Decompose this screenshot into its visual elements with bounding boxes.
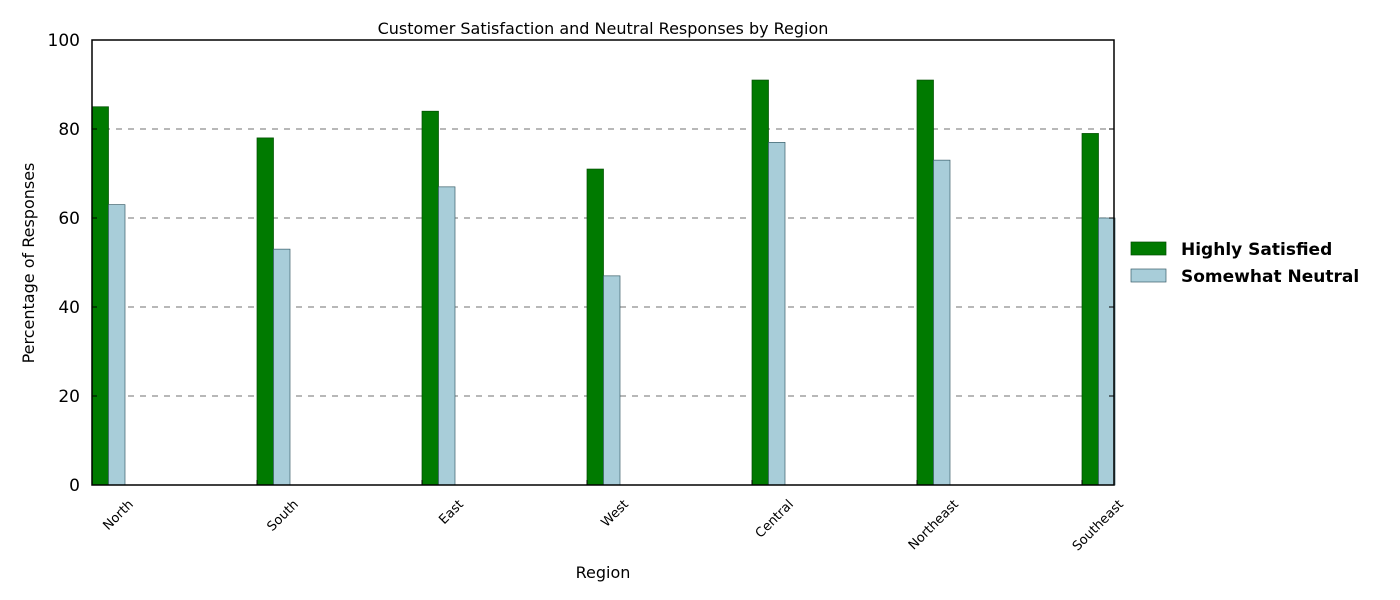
- y-tick-label: 40: [58, 298, 80, 318]
- y-axis-label: Percentage of Responses: [19, 163, 38, 364]
- bar-somewhat-neutral-southeast: [1098, 217, 1116, 486]
- bar-highly-satisfied-central: [751, 79, 769, 486]
- x-axis-ticks: North South East West Central Northeast Southe…: [91, 480, 1127, 554]
- legend-label: Somewhat Neutral: [1181, 267, 1359, 287]
- x-tick-label-north: North: [101, 497, 137, 533]
- x-tick-label-central: Central: [753, 497, 797, 541]
- bar-somewhat-neutral-central: [768, 142, 786, 486]
- y-tick-label: 20: [58, 387, 80, 407]
- bar-highly-satisfied-northeast: [916, 79, 934, 486]
- bar-highly-satisfied-west: [586, 168, 604, 486]
- x-tick-label-east: East: [436, 497, 466, 527]
- chart-title: Customer Satisfaction and Neutral Respon…: [378, 19, 829, 38]
- y-tick-label: 60: [58, 209, 80, 229]
- bar-somewhat-neutral-east: [438, 186, 456, 486]
- x-axis-label: Region: [576, 563, 631, 582]
- plot-frame: [91, 39, 1115, 486]
- x-tick-label-west: West: [599, 497, 632, 530]
- x-tick-label-northeast: Northeast: [906, 497, 962, 553]
- legend-swatch: [1130, 241, 1167, 256]
- bar-somewhat-neutral-north: [108, 204, 126, 486]
- bar-highly-satisfied-east: [421, 110, 439, 486]
- bar-somewhat-neutral-south: [273, 248, 291, 486]
- x-tick-label-southeast: Southeast: [1070, 497, 1127, 554]
- x-tick-label-south: South: [265, 497, 302, 534]
- y-axis-ticks: 0 20 40 60 80 100: [48, 31, 1114, 496]
- y-tick-label: 80: [58, 120, 80, 140]
- bar-somewhat-neutral-northeast: [933, 159, 951, 486]
- bar-somewhat-neutral-west: [603, 275, 621, 486]
- bars: [91, 79, 1116, 486]
- legend-label: Highly Satisfied: [1181, 240, 1332, 260]
- bar-highly-satisfied-southeast: [1081, 133, 1099, 486]
- bar-highly-satisfied-north: [91, 106, 109, 486]
- y-tick-label: 0: [69, 476, 80, 496]
- legend: Highly Satisfied Somewhat Neutral: [1130, 240, 1359, 287]
- bar-highly-satisfied-south: [256, 137, 274, 486]
- y-tick-label: 100: [48, 31, 80, 51]
- legend-swatch: [1130, 268, 1167, 283]
